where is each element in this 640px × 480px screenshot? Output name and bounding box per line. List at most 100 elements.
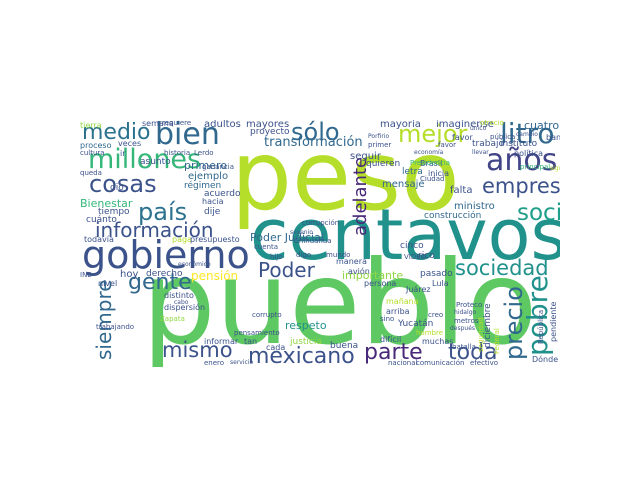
word-despues: después (450, 325, 476, 332)
word-hidalgo: hidalgo (454, 309, 477, 316)
word-presidencia: Presidencia (410, 159, 450, 167)
word-brasil: Brasil (420, 159, 443, 168)
word-cada: cada (266, 343, 286, 352)
word-primero: primero (184, 159, 228, 172)
word-mundo: mundo (326, 251, 351, 259)
word-principal: principal (520, 163, 551, 171)
word-republica: República (537, 309, 545, 344)
word-sociedad: sociedad (455, 256, 549, 280)
word-cambio: cambio (516, 131, 538, 138)
word-hijo: hijo (270, 253, 283, 261)
word-mayores: mayores (246, 120, 290, 130)
word-porfirio: Porfirio (368, 133, 390, 140)
word-seguir: seguir (350, 151, 381, 162)
word-economico: económico (178, 261, 211, 268)
word-ejemplo: ejemplo (188, 171, 229, 182)
word-adultos: adultos (204, 120, 241, 130)
word-ministro: ministro (454, 201, 495, 212)
word-cultura: cultura (80, 149, 105, 157)
word-digo: digo (296, 251, 312, 259)
word-trabajando: trabajando (96, 323, 135, 331)
word-dificil: difícil (380, 335, 402, 344)
word-dispersion: dispersión (164, 303, 206, 312)
word-diciembre: diciembre (483, 303, 493, 348)
word-mejor: mejor (398, 120, 468, 148)
word-video: VIDEO (404, 253, 427, 261)
word-distinto: distinto (164, 291, 194, 300)
word-importante: importante (342, 269, 404, 282)
word-bienestar: Bienestar (80, 197, 133, 210)
word-publica: pública (490, 133, 516, 141)
word-millones: millones (88, 144, 202, 175)
word-gente: gente (128, 270, 192, 295)
word-litro: litro (500, 120, 555, 150)
word-enero: enero (204, 359, 225, 367)
word-poder-judicial: Poder Judicial (250, 231, 324, 244)
word-pueblo: pueblo (142, 236, 538, 370)
word-pendiente: pendiente (549, 301, 558, 342)
word-economia: economía (414, 149, 444, 156)
word-ofrecio: ofreció (480, 120, 504, 127)
word-ine: INE (80, 271, 92, 279)
word-anos: años (486, 143, 558, 178)
word-servicio: servicio (230, 359, 254, 366)
word-social: social (517, 200, 560, 226)
word-corrupto: corrupto (252, 311, 282, 319)
word-federal: Federal (493, 328, 501, 354)
word-veces: veces (118, 139, 142, 148)
word-mismo: mismo (162, 338, 233, 362)
word-lula: Lula (432, 279, 449, 288)
word-juarez: Juárez (406, 285, 431, 294)
word-dije: dije (204, 207, 221, 217)
word-mexicano: mexicano (248, 344, 355, 369)
word-manera: manera (336, 257, 367, 266)
word-medio: medio (82, 120, 151, 145)
word-primer: primer (368, 141, 392, 149)
word-siempre: siempre (92, 279, 116, 360)
word-tierra: tierra (80, 121, 102, 130)
word-respeto: respeto (285, 319, 327, 332)
word-justicia: justicia (290, 337, 322, 347)
word-favor-2: favor (452, 133, 473, 142)
word-sigue: sigue (550, 165, 560, 172)
word-buena: buena (330, 341, 359, 351)
word-asunto: asunto (140, 157, 171, 167)
word-metros: metros (454, 317, 479, 325)
word-centavos: centavos (250, 194, 560, 276)
word-proteco: Proteco (456, 301, 483, 309)
word-batalla: batalla (452, 343, 476, 351)
word-rico: rico (418, 251, 435, 261)
word-mensaje: mensaje (382, 179, 425, 190)
word-lerdo: Lerdo (194, 149, 214, 157)
word-manana: mañana (386, 297, 419, 306)
word-unico: único (470, 125, 487, 132)
word-donde: Dónde (532, 355, 559, 364)
word-hombre: hombre (416, 329, 444, 337)
word-creo: creo (428, 311, 444, 319)
word-presupuesto: presupuesto (190, 235, 240, 244)
word-pasado: pasado (420, 269, 453, 279)
word-transformacion: transformación (264, 135, 363, 150)
word-queda: queda (80, 169, 102, 177)
word-nivel: nivel (98, 279, 118, 288)
word-tan: tan (244, 337, 258, 346)
word-informar: informar (204, 337, 239, 346)
word-sexenio: sexenio (290, 229, 313, 236)
word-letra: letra (402, 167, 423, 177)
word-llevar: llevar (472, 149, 489, 156)
word-solo: sólo (291, 120, 340, 146)
word-seguridad: seguridad (477, 317, 485, 352)
word-parte: parte (364, 340, 423, 365)
word-poder: Poder (258, 258, 315, 282)
word-pension: pensión (191, 269, 239, 283)
word-historia: historia (164, 149, 191, 157)
word-proceso: proceso (80, 141, 112, 150)
word-gobierno: gobierno (82, 233, 250, 277)
word-corrupcion: corrupción (302, 219, 340, 227)
word-instituto: instituto (500, 139, 538, 149)
word-chihuahua: Chihuahua (294, 237, 332, 245)
word-construccion: construcción (424, 211, 482, 221)
word-avion: avión (348, 267, 370, 276)
word-peso: peso (231, 120, 460, 232)
word-regimen: régimen (184, 181, 222, 191)
